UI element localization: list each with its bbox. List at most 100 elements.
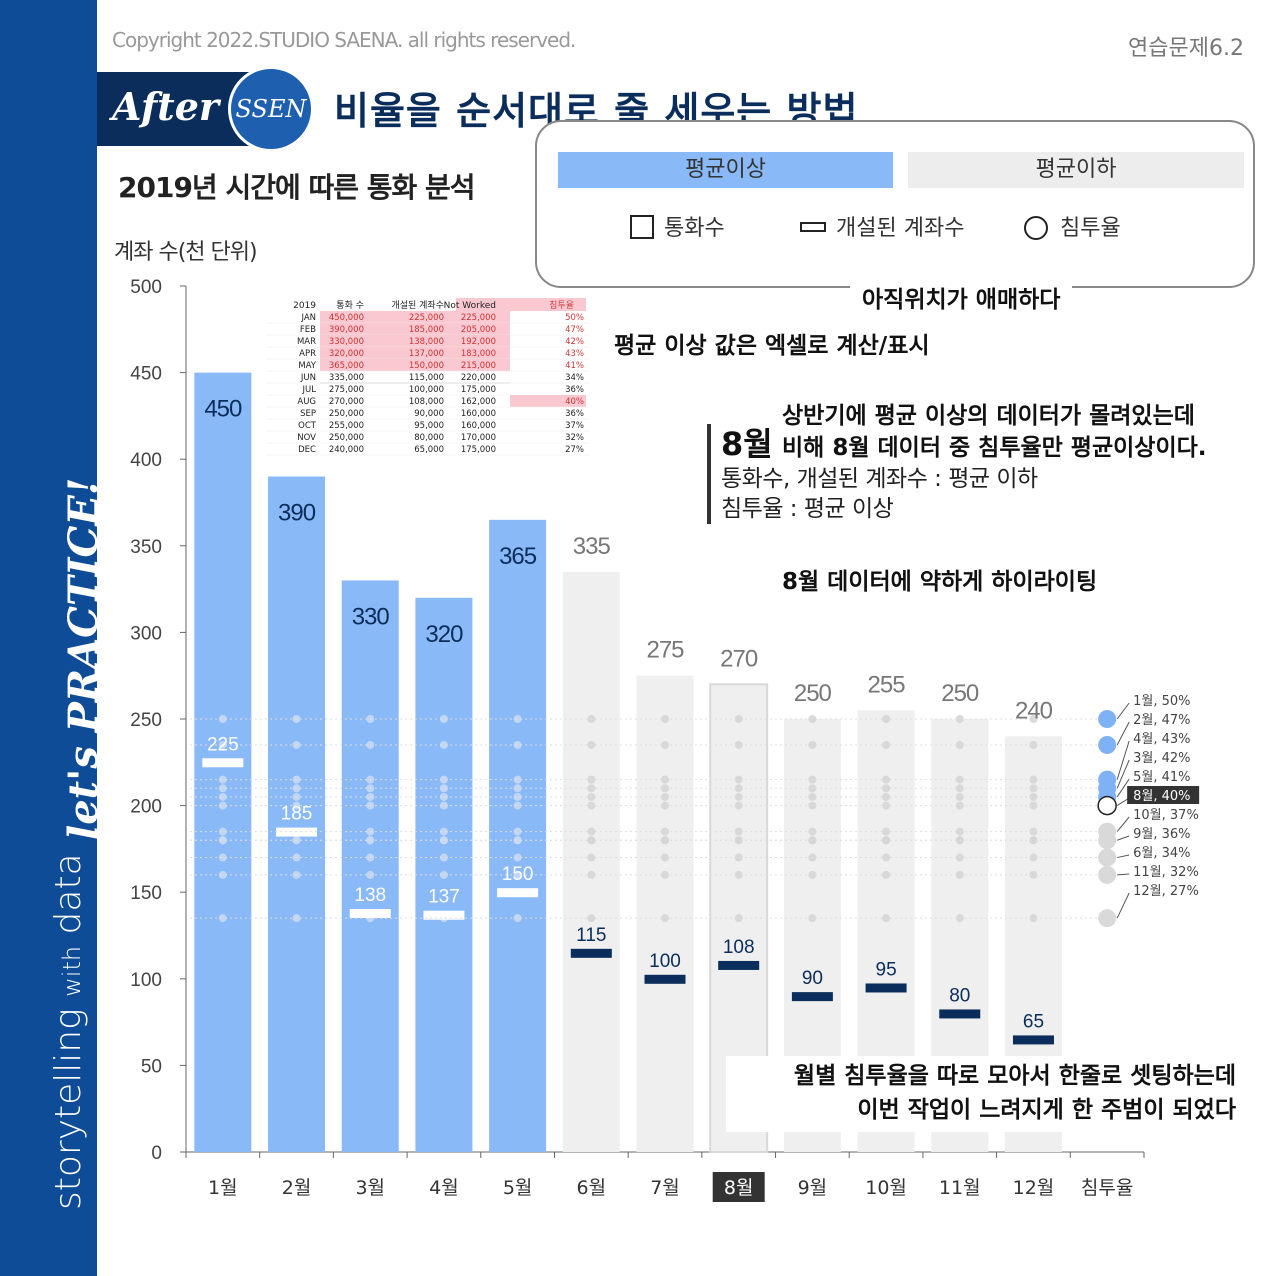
rate-dot bbox=[808, 914, 817, 923]
excel-cell: 43% bbox=[565, 349, 584, 359]
legend-accounts-label: 개설된 계좌수 bbox=[836, 216, 965, 241]
excel-cell: 335,000 bbox=[329, 373, 364, 383]
rate-dot bbox=[734, 784, 743, 793]
rate-dot bbox=[513, 801, 522, 810]
legend-below-average: 평균이하 bbox=[908, 152, 1244, 188]
rate-leader-line bbox=[1116, 835, 1130, 841]
rate-label: 1월, 50% bbox=[1133, 694, 1190, 709]
excel-cell: 270,000 bbox=[329, 397, 364, 407]
rate-leader-line bbox=[1116, 892, 1130, 919]
accounts-mark bbox=[349, 908, 391, 918]
excel-cell: MAR bbox=[297, 337, 316, 347]
rate-dot bbox=[808, 801, 817, 810]
rate-circle bbox=[1098, 909, 1117, 928]
insight-line-2: 비해 8월 데이터 중 침투율만 평균이상이다. bbox=[782, 435, 1207, 461]
rate-dot bbox=[808, 836, 817, 845]
calls-label: 240 bbox=[1015, 697, 1053, 724]
rate-dot bbox=[439, 775, 448, 784]
rate-dot bbox=[1029, 853, 1038, 862]
rate-circle bbox=[1098, 865, 1117, 884]
sidebar-band bbox=[0, 0, 97, 1276]
y-tick-label: 50 bbox=[141, 1056, 162, 1077]
rate-dot bbox=[513, 914, 522, 923]
accounts-mark bbox=[202, 758, 244, 768]
legend-accounts: 개설된 계좌수 bbox=[800, 210, 964, 242]
excel-table: 2019 통화 수 개설된 계좌수 Not Worked 침투율 JAN 450,000 22… bbox=[266, 298, 590, 462]
rate-dot bbox=[1029, 740, 1038, 749]
accounts-label: 138 bbox=[354, 885, 386, 906]
excel-cell: 34% bbox=[565, 373, 584, 383]
x-tick-label: 5월 bbox=[503, 1177, 533, 1199]
august-title: 8월 bbox=[721, 425, 773, 463]
rate-label: 6월, 34% bbox=[1133, 846, 1190, 861]
legend-calls: 통화수 bbox=[630, 210, 725, 242]
x-tick-label: 9월 bbox=[798, 1177, 828, 1199]
rate-label: 10월, 37% bbox=[1133, 808, 1199, 823]
rate-dot bbox=[734, 715, 743, 723]
accounts-mark bbox=[939, 1009, 981, 1019]
calls-bar bbox=[489, 519, 547, 1152]
excel-cell: 225,000 bbox=[461, 313, 496, 323]
excel-cell: 27% bbox=[565, 445, 584, 455]
x-tick-label: 2월 bbox=[282, 1177, 312, 1199]
accounts-label: 150 bbox=[502, 864, 534, 885]
calls-bar bbox=[636, 675, 694, 1152]
excel-cell: 215,000 bbox=[461, 361, 496, 371]
y-tick-label: 250 bbox=[130, 710, 162, 731]
excel-cell: 320,000 bbox=[329, 349, 364, 359]
rate-dot bbox=[955, 715, 964, 723]
rate-circle bbox=[1097, 795, 1117, 816]
rate-dot bbox=[218, 836, 227, 845]
excel-cell: 108,000 bbox=[409, 397, 444, 407]
excel-cell: 138,000 bbox=[409, 337, 444, 347]
excel-cell: 150,000 bbox=[409, 361, 444, 371]
accounts-mark bbox=[791, 992, 833, 1002]
excel-cell: 65,000 bbox=[414, 445, 444, 455]
excel-cell: 390,000 bbox=[329, 325, 364, 335]
excel-cell: 162,000 bbox=[461, 397, 496, 407]
accounts-label: 115 bbox=[576, 925, 606, 946]
rate-dot bbox=[218, 801, 227, 810]
rate-leader-line bbox=[1117, 854, 1130, 859]
ssen-badge: SSEN bbox=[228, 66, 314, 152]
rate-label: 11월, 32% bbox=[1133, 865, 1199, 880]
accounts-mark bbox=[423, 910, 465, 920]
excel-cell: 240,000 bbox=[329, 445, 364, 455]
rate-dot bbox=[439, 853, 448, 862]
accounts-label: 100 bbox=[649, 951, 681, 972]
rate-dot bbox=[218, 853, 227, 862]
rate-label: 2월, 47% bbox=[1133, 713, 1190, 728]
accounts-mark bbox=[497, 888, 539, 898]
rate-label: 5월, 41% bbox=[1133, 770, 1190, 785]
excel-cell: 50% bbox=[565, 313, 584, 323]
excel-cell: 32% bbox=[565, 433, 584, 443]
excel-cell: FEB bbox=[300, 325, 316, 335]
legend-rate-label: 침투율 bbox=[1060, 216, 1121, 241]
rate-circle bbox=[1098, 710, 1117, 728]
calls-label: 270 bbox=[720, 645, 758, 672]
rate-dot bbox=[513, 775, 522, 784]
excel-cell: 250,000 bbox=[329, 409, 364, 419]
excel-table-grid: 2019 통화 수 개설된 계좌수 Not Worked 침투율 JAN 450,000 22… bbox=[266, 298, 590, 456]
rate-dot bbox=[734, 827, 743, 836]
excel-cell: JUN bbox=[300, 373, 316, 383]
excel-cell: 225,000 bbox=[409, 313, 444, 323]
excel-cell: NOV bbox=[297, 433, 316, 443]
ssen-label: SSEN bbox=[235, 95, 307, 123]
excel-cell: 95,000 bbox=[414, 421, 444, 431]
rate-dot bbox=[218, 740, 227, 749]
excel-cell: 137,000 bbox=[409, 349, 444, 359]
rate-label: 12월, 27% bbox=[1133, 884, 1199, 899]
y-tick-label: 100 bbox=[130, 970, 162, 991]
rate-dot bbox=[218, 715, 227, 723]
x-tick-label: 8월 bbox=[724, 1177, 754, 1199]
rate-dot bbox=[808, 784, 817, 793]
excel-cell: 36% bbox=[565, 385, 584, 395]
rate-dot bbox=[513, 836, 522, 845]
rate-dot bbox=[955, 870, 964, 879]
rate-circle bbox=[1098, 831, 1117, 850]
rate-dot bbox=[218, 827, 227, 836]
accounts-mark bbox=[570, 948, 612, 958]
excel-cell: 185,000 bbox=[409, 325, 444, 335]
rate-dot bbox=[439, 784, 448, 793]
